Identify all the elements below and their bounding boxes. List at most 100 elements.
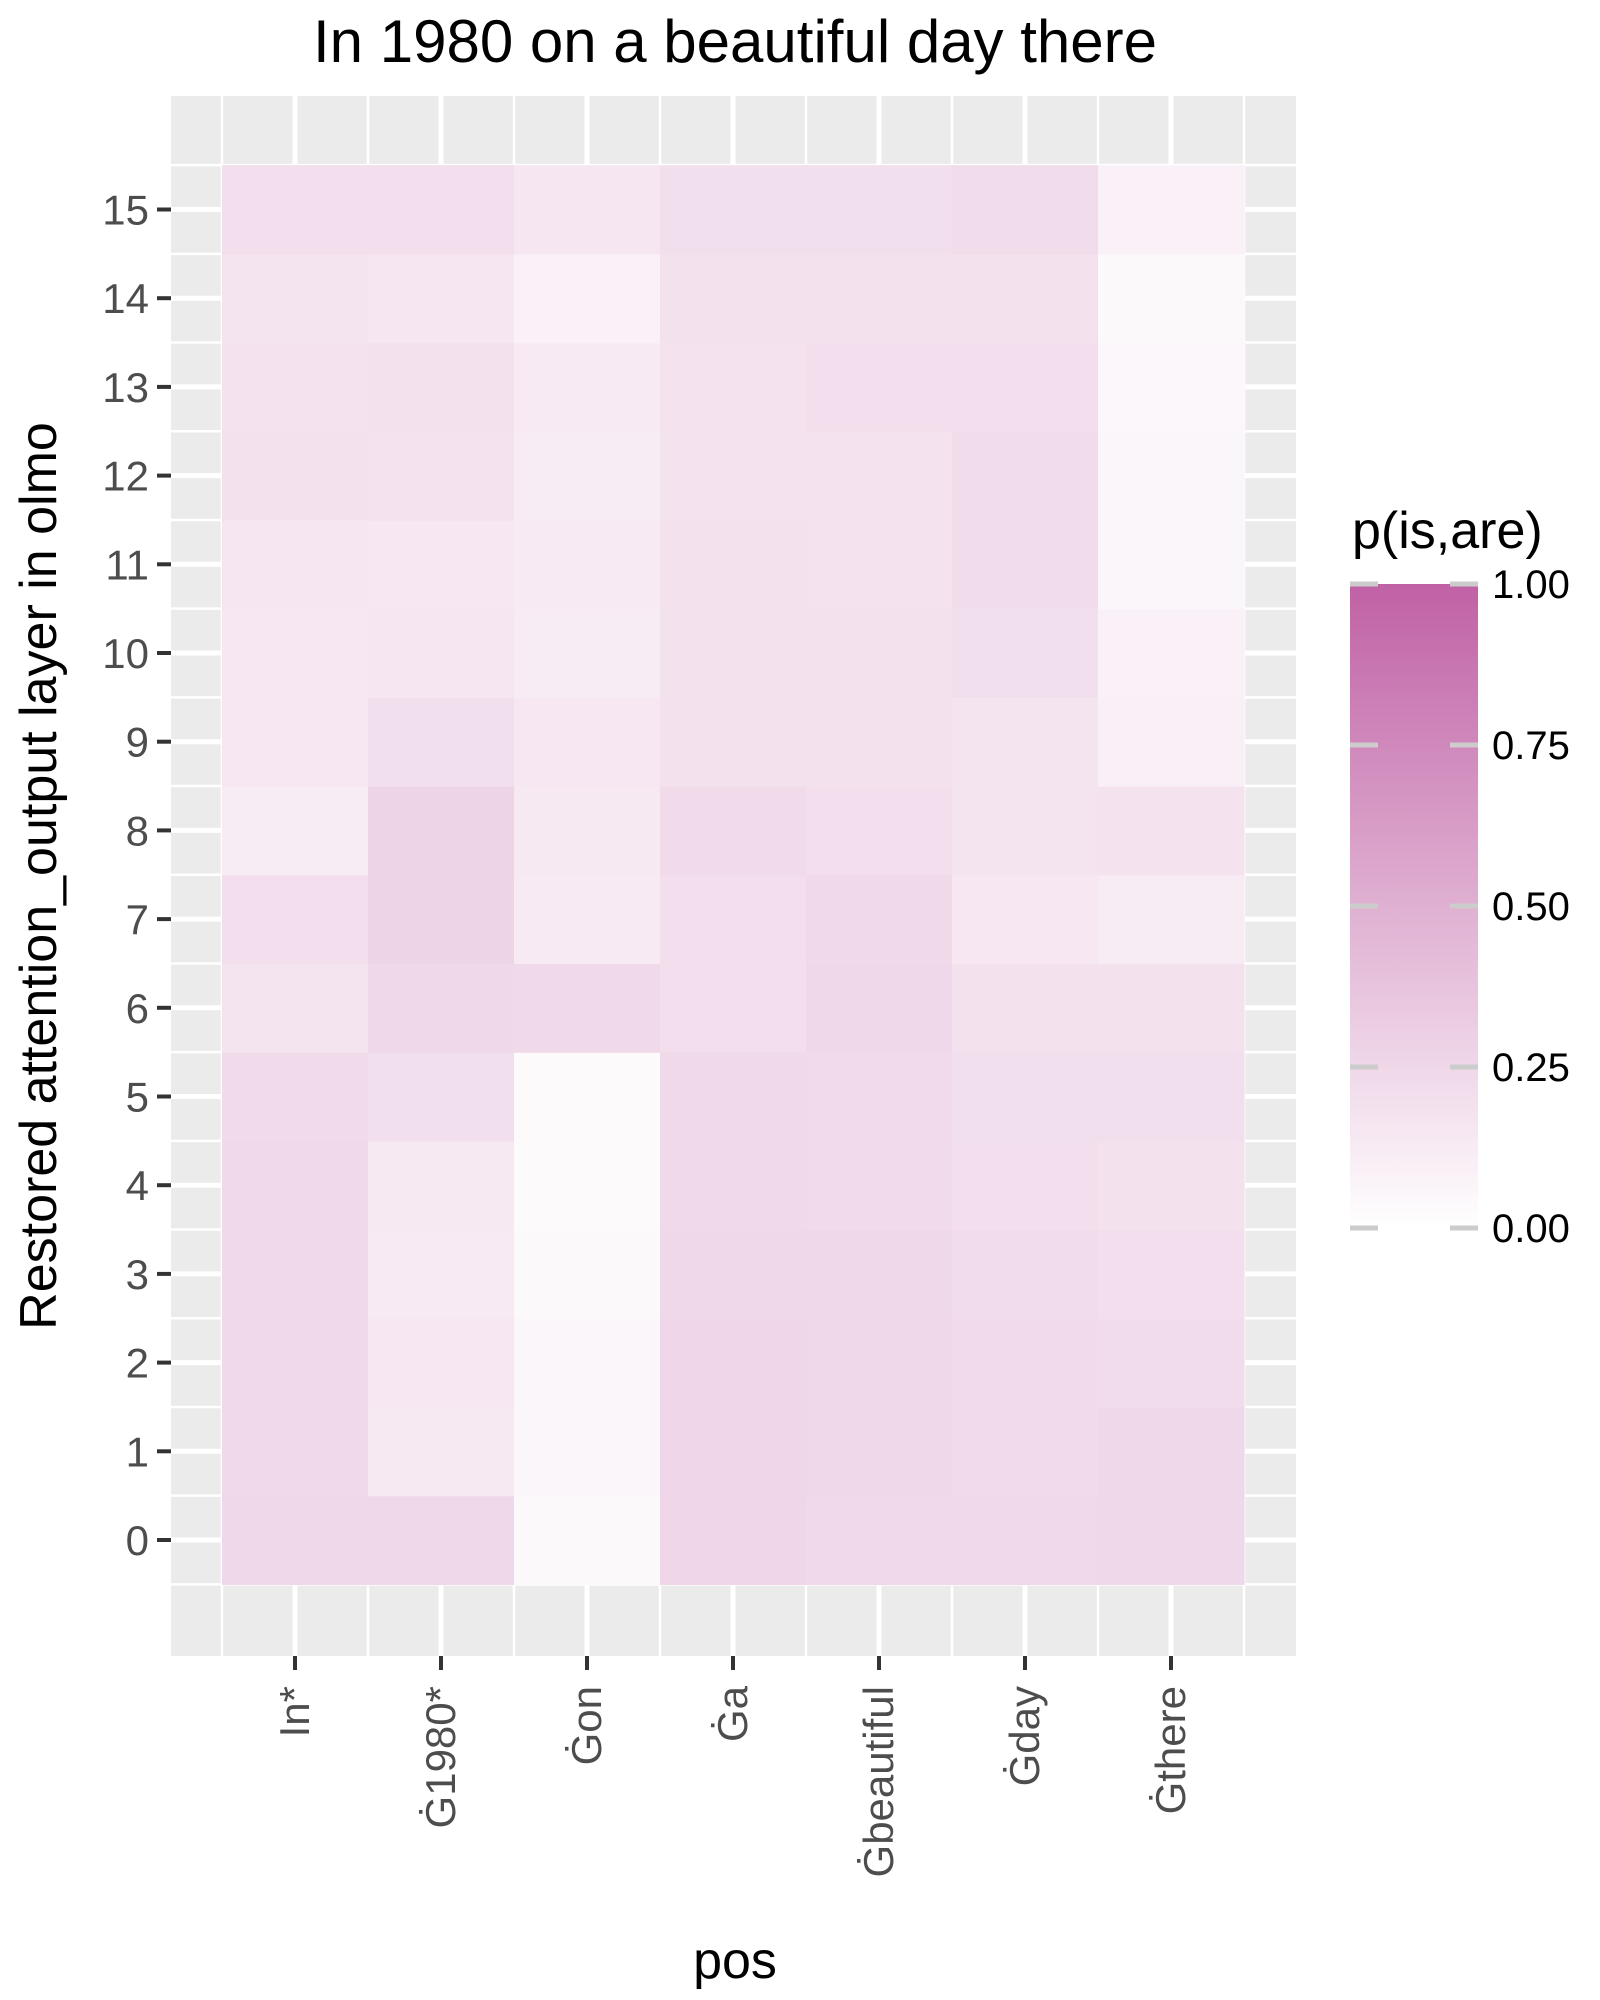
heatmap-cell-6-6 bbox=[1098, 963, 1245, 1053]
heatmap-cell-13-3 bbox=[660, 342, 807, 432]
heatmap-cell-5-4 bbox=[806, 1052, 953, 1142]
heatmap-cell-6-5 bbox=[952, 963, 1099, 1053]
heatmap-cell-1-5 bbox=[952, 1406, 1099, 1497]
heatmap-cell-13-1 bbox=[368, 342, 515, 432]
heatmap-cell-11-0 bbox=[222, 519, 369, 610]
heatmap-cell-7-4 bbox=[806, 874, 953, 965]
heatmap-cell-4-6 bbox=[1098, 1140, 1245, 1231]
heatmap-cell-14-3 bbox=[660, 253, 807, 344]
heatmap-cell-1-6 bbox=[1098, 1406, 1245, 1497]
heatmap-cell-3-6 bbox=[1098, 1229, 1245, 1319]
heatmap-cell-11-1 bbox=[368, 519, 515, 610]
heatmap-cell-11-6 bbox=[1098, 519, 1245, 610]
heatmap-cell-15-5 bbox=[952, 165, 1099, 255]
heatmap-cell-2-3 bbox=[660, 1318, 807, 1408]
y-tick-label: 11 bbox=[105, 541, 149, 588]
heatmap-cell-9-1 bbox=[368, 697, 515, 787]
x-axis-title: pos bbox=[693, 1932, 777, 1990]
heatmap-cell-12-4 bbox=[806, 431, 953, 521]
heatmap-cell-1-1 bbox=[368, 1406, 515, 1497]
y-tick-label: 9 bbox=[126, 719, 149, 766]
heatmap-cell-2-5 bbox=[952, 1318, 1099, 1408]
heatmap-cell-5-3 bbox=[660, 1052, 807, 1142]
legend-tick-label: 0.25 bbox=[1492, 1046, 1570, 1090]
heatmap-cell-9-5 bbox=[952, 697, 1099, 787]
x-tick-label: In* bbox=[271, 1686, 318, 1737]
y-tick-label: 6 bbox=[126, 985, 149, 1032]
heatmap-cell-13-4 bbox=[806, 342, 953, 432]
heatmap-cell-7-5 bbox=[952, 874, 1099, 965]
heatmap-cell-1-4 bbox=[806, 1406, 953, 1497]
heatmap-cell-2-4 bbox=[806, 1318, 953, 1408]
y-tick-label: 10 bbox=[102, 630, 149, 677]
y-tick-label: 15 bbox=[102, 187, 149, 234]
legend-ticks: 1.00 0.75 0.50 0.25 0.00 bbox=[1350, 563, 1570, 1251]
heatmap-cell-4-3 bbox=[660, 1140, 807, 1231]
heatmap-cell-12-6 bbox=[1098, 431, 1245, 521]
heatmap-cell-6-3 bbox=[660, 963, 807, 1053]
heatmap-cell-12-0 bbox=[222, 431, 369, 521]
heatmap-cell-5-0 bbox=[222, 1052, 369, 1142]
heatmap-cell-14-6 bbox=[1098, 253, 1245, 344]
heatmap-cell-14-0 bbox=[222, 253, 369, 344]
heatmap-cell-8-1 bbox=[368, 786, 515, 876]
y-tick-label: 8 bbox=[126, 807, 149, 854]
heatmap-cell-7-1 bbox=[368, 874, 515, 965]
heatmap-cell-14-4 bbox=[806, 253, 953, 344]
heatmap-cell-14-2 bbox=[514, 253, 661, 344]
heatmap-cell-10-6 bbox=[1098, 608, 1245, 698]
heatmap-cell-4-2 bbox=[514, 1140, 661, 1231]
heatmap-cell-9-6 bbox=[1098, 697, 1245, 787]
heatmap-cell-9-3 bbox=[660, 697, 807, 787]
heatmap-cell-11-4 bbox=[806, 519, 953, 610]
heatmap-cell-14-1 bbox=[368, 253, 515, 344]
x-tick-label: Ġbeautiful bbox=[855, 1686, 902, 1877]
heatmap-cell-13-5 bbox=[952, 342, 1099, 432]
y-axis-title: Restored attention_output layer in olmo bbox=[10, 422, 68, 1330]
legend-title: p(is,are) bbox=[1352, 502, 1543, 560]
heatmap-cell-6-0 bbox=[222, 963, 369, 1053]
y-tick-label: 2 bbox=[126, 1340, 149, 1387]
y-tick-label: 14 bbox=[102, 275, 149, 322]
heatmap-cell-9-2 bbox=[514, 697, 661, 787]
heatmap-cell-15-1 bbox=[368, 165, 515, 255]
heatmap-cell-0-1 bbox=[368, 1495, 515, 1585]
heatmap-cell-12-3 bbox=[660, 431, 807, 521]
heatmap-cell-15-6 bbox=[1098, 165, 1245, 255]
heatmap-cell-0-0 bbox=[222, 1495, 369, 1585]
heatmap-cell-15-3 bbox=[660, 165, 807, 255]
heatmap-cell-3-0 bbox=[222, 1229, 369, 1319]
heatmap-cell-10-5 bbox=[952, 608, 1099, 698]
heatmap-cell-0-4 bbox=[806, 1495, 953, 1585]
x-tick-label: Ġon bbox=[563, 1686, 610, 1765]
x-tick-label: Ġday bbox=[1001, 1686, 1048, 1786]
heatmap-cells bbox=[222, 165, 1245, 1585]
heatmap-cell-3-4 bbox=[806, 1229, 953, 1319]
heatmap-cell-13-2 bbox=[514, 342, 661, 432]
heatmap-cell-2-1 bbox=[368, 1318, 515, 1408]
heatmap-cell-7-3 bbox=[660, 874, 807, 965]
legend-tick-label: 0.50 bbox=[1492, 885, 1570, 929]
heatmap-cell-5-1 bbox=[368, 1052, 515, 1142]
heatmap-cell-7-6 bbox=[1098, 874, 1245, 965]
heatmap-cell-4-5 bbox=[952, 1140, 1099, 1231]
legend: p(is,are) 1.00 0.75 0.50 0.25 0.00 bbox=[1350, 502, 1570, 1251]
heatmap-cell-8-3 bbox=[660, 786, 807, 876]
x-tick-label: Ġthere bbox=[1147, 1686, 1194, 1814]
heatmap-cell-10-4 bbox=[806, 608, 953, 698]
heatmap-cell-3-1 bbox=[368, 1229, 515, 1319]
heatmap-cell-12-2 bbox=[514, 431, 661, 521]
heatmap-cell-3-2 bbox=[514, 1229, 661, 1319]
heatmap-cell-10-1 bbox=[368, 608, 515, 698]
heatmap-cell-4-4 bbox=[806, 1140, 953, 1231]
x-tick-label: Ġ1980* bbox=[417, 1686, 464, 1828]
heatmap-cell-8-0 bbox=[222, 786, 369, 876]
heatmap-cell-8-2 bbox=[514, 786, 661, 876]
heatmap-cell-9-0 bbox=[222, 697, 369, 787]
heatmap-cell-15-2 bbox=[514, 165, 661, 255]
heatmap-cell-13-6 bbox=[1098, 342, 1245, 432]
heatmap-cell-4-1 bbox=[368, 1140, 515, 1231]
y-tick-label: 13 bbox=[102, 364, 149, 411]
heatmap-cell-11-3 bbox=[660, 519, 807, 610]
heatmap-cell-6-1 bbox=[368, 963, 515, 1053]
